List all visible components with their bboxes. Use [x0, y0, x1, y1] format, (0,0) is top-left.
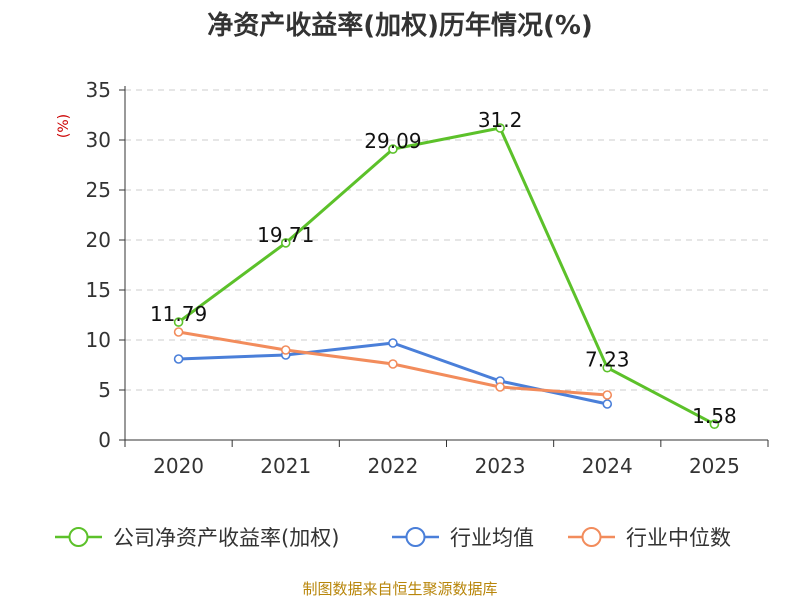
source-note: 制图数据来自恒生聚源数据库 — [302, 580, 497, 598]
legend-label: 行业均值 — [450, 526, 534, 550]
data-point — [173, 354, 184, 364]
data-label: 7.23 — [585, 348, 630, 372]
x-tick-label: 2024 — [582, 454, 633, 478]
data-point — [495, 123, 505, 133]
legend: 公司净资产收益率(加权) 行业均值 行业中位数 — [55, 526, 731, 550]
legend-marker — [581, 527, 602, 547]
x-tick-label: 2025 — [689, 454, 740, 478]
data-point — [388, 359, 398, 369]
chart-title: 净资产收益率(加权)历年情况(%) — [207, 10, 593, 41]
data-point — [388, 338, 398, 348]
legend-label: 行业中位数 — [626, 526, 731, 550]
y-tick-label: 20 — [86, 228, 111, 252]
legend-marker — [405, 527, 426, 547]
x-tick-label: 2020 — [153, 454, 204, 478]
y-tick-label: 5 — [98, 378, 111, 402]
data-point — [280, 345, 291, 355]
y-tick-label: 30 — [86, 128, 111, 152]
data-point — [173, 317, 184, 327]
y-axis-label: (%) — [56, 114, 72, 138]
x-tick-label: 2022 — [367, 454, 418, 478]
grid — [125, 89, 768, 391]
data-point — [709, 419, 720, 430]
data-point — [602, 399, 613, 409]
data-point — [495, 382, 505, 392]
data-labels: 11.79 19.71 29.09 31.2 7.23 1.58 — [150, 108, 737, 428]
y-tick-label: 35 — [86, 78, 111, 102]
legend-label: 公司净资产收益率(加权) — [113, 526, 339, 550]
y-tick-label: 25 — [86, 178, 111, 202]
data-point — [280, 238, 291, 248]
data-label: 11.79 — [150, 302, 207, 326]
y-tick-label: 0 — [98, 428, 111, 452]
data-label: 1.58 — [692, 404, 737, 428]
data-point — [602, 362, 613, 373]
y-tick-label: 10 — [86, 328, 111, 352]
data-label: 29.09 — [364, 129, 421, 153]
series-group — [173, 123, 720, 430]
x-tick-label: 2023 — [475, 454, 526, 478]
data-point — [602, 390, 613, 400]
y-tick-label: 15 — [86, 278, 111, 302]
data-label: 19.71 — [257, 223, 314, 247]
x-tick-label: 2021 — [260, 454, 311, 478]
data-label: 31.2 — [478, 108, 523, 132]
series-line-0 — [177, 126, 716, 426]
series-line-1 — [178, 341, 608, 406]
data-point — [173, 327, 184, 337]
data-point — [388, 144, 398, 154]
legend-marker — [68, 527, 89, 547]
